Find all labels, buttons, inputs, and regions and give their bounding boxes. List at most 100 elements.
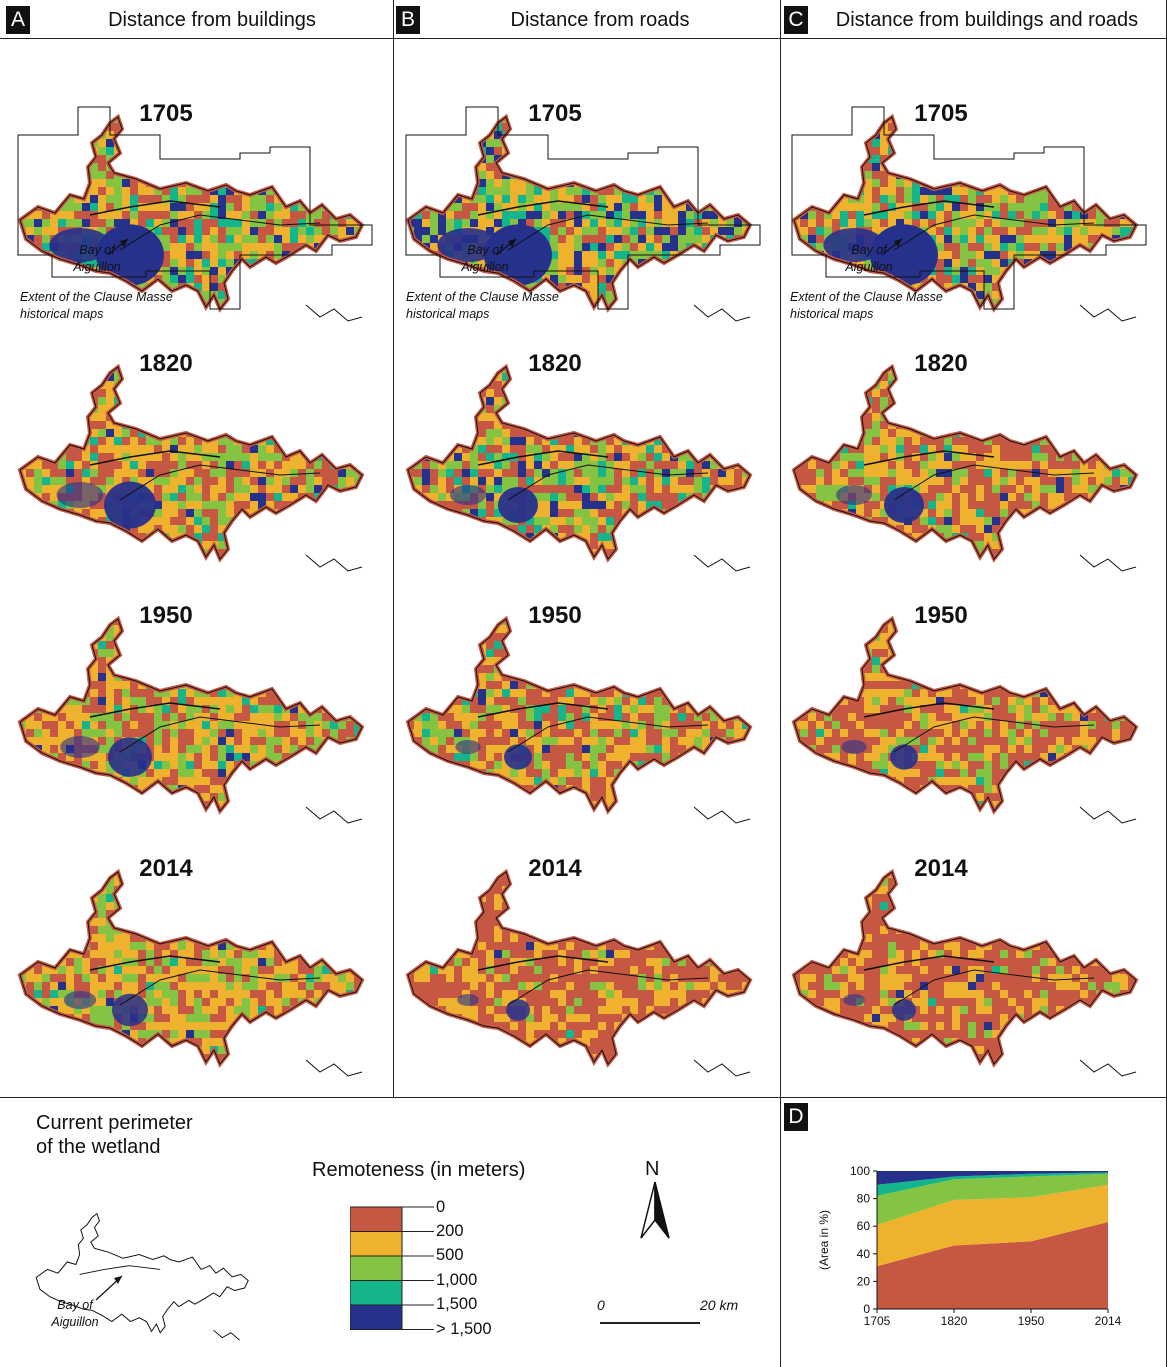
map-cell <box>162 926 171 935</box>
map-cell <box>330 283 339 292</box>
map-cell <box>330 195 339 204</box>
river-line <box>305 806 363 824</box>
map-cell <box>74 633 83 642</box>
map-cell <box>266 633 275 642</box>
map-cell <box>258 533 267 542</box>
map-cell <box>250 641 259 650</box>
map-cell <box>330 681 339 690</box>
map-cell <box>58 323 67 332</box>
map-cell <box>282 777 291 786</box>
map-cell <box>66 573 75 582</box>
map-cell <box>122 681 131 690</box>
map-cell <box>114 557 123 559</box>
map-cell <box>258 1022 267 1031</box>
map-cell <box>114 934 123 943</box>
map-cell <box>218 405 227 414</box>
map-cell <box>58 990 67 999</box>
map-cell <box>218 517 227 526</box>
map-cell <box>90 477 99 486</box>
map-cell <box>218 139 227 148</box>
map-cell <box>534 123 543 132</box>
map-cell <box>242 625 251 634</box>
map-cell <box>178 203 187 212</box>
map-cell <box>138 633 147 642</box>
map-cell <box>42 974 51 983</box>
map-cell <box>130 541 139 550</box>
map-cell <box>42 825 51 834</box>
map-cell <box>162 910 171 919</box>
map-cell <box>314 777 323 786</box>
map-cell <box>306 117 315 124</box>
map-cell <box>178 1078 187 1087</box>
map-cell <box>322 299 331 308</box>
map-cell <box>82 878 91 887</box>
map-cell <box>20 619 27 626</box>
map-cell <box>202 235 211 244</box>
map-cell <box>58 275 67 284</box>
map-cell <box>66 1062 75 1064</box>
map-cell <box>210 573 219 582</box>
map-cell <box>242 477 251 486</box>
map-cell <box>58 179 67 188</box>
map-cell <box>162 259 171 268</box>
map-cell <box>266 275 275 284</box>
map-cell <box>82 509 91 518</box>
map-cell <box>122 405 131 414</box>
map-cell <box>330 872 339 879</box>
map-cell <box>218 918 227 927</box>
map-cell <box>194 974 203 983</box>
year-label-b-1705: 1705 <box>528 100 582 127</box>
map-cell <box>362 926 371 935</box>
map-cell <box>290 721 299 730</box>
map-cell <box>314 825 323 834</box>
map-cell <box>130 886 139 895</box>
map-cell <box>250 785 259 794</box>
map-cell <box>194 367 203 374</box>
map-cell <box>306 283 315 292</box>
map-cell <box>250 565 259 574</box>
map-cell <box>274 785 283 794</box>
map-cell <box>42 785 51 794</box>
map-cell <box>282 477 291 486</box>
map-cell <box>162 381 171 390</box>
map-cell <box>178 211 187 220</box>
map-cell <box>362 1070 371 1079</box>
map-cell <box>26 323 35 332</box>
map-cell <box>122 1046 131 1055</box>
map-cell <box>290 1030 299 1039</box>
map-cell <box>306 1070 315 1079</box>
map-cell <box>178 187 187 196</box>
map-cell <box>226 477 235 486</box>
map-cell <box>598 123 607 132</box>
map-cell <box>346 872 355 879</box>
map-cell <box>20 453 27 462</box>
map-cell <box>258 493 267 502</box>
map-cell <box>90 565 99 574</box>
map-cell <box>290 657 299 666</box>
map-cell <box>218 445 227 454</box>
map-cell <box>258 737 267 746</box>
map-cell <box>98 825 107 834</box>
map-cell <box>218 1046 227 1055</box>
map-cell <box>354 785 362 794</box>
map-cell <box>106 389 115 398</box>
map-cell <box>322 525 331 534</box>
map-cell <box>210 437 219 446</box>
map-cell <box>194 1006 203 1015</box>
map-cell <box>20 761 27 770</box>
map-cell <box>330 1046 339 1055</box>
map-cell <box>266 227 275 236</box>
map-cell <box>42 633 51 642</box>
map-cell <box>82 549 91 558</box>
map-cell <box>146 649 155 658</box>
map-cell <box>750 123 759 132</box>
map-cell <box>274 673 283 682</box>
map-cell <box>202 163 211 172</box>
map-cell <box>170 1070 179 1079</box>
map-cell <box>82 1014 91 1023</box>
map-cell <box>354 705 362 714</box>
map-cell <box>322 681 331 690</box>
map-cell <box>178 373 187 382</box>
map-cell <box>362 793 371 802</box>
map-cell <box>282 990 291 999</box>
